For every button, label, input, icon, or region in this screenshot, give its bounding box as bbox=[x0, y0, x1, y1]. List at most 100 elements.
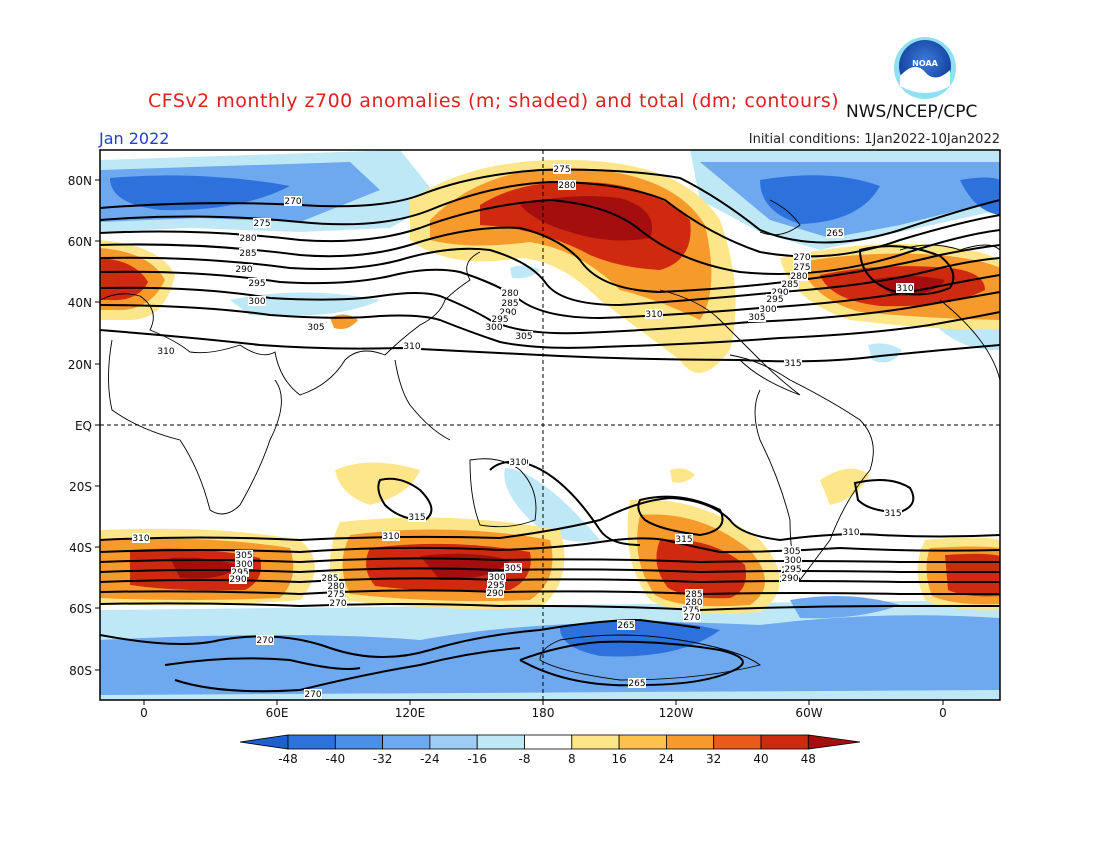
contour-label-text: 290 bbox=[499, 308, 516, 318]
contour-label-text: 310 bbox=[157, 347, 174, 357]
contour-label: 290 bbox=[486, 588, 504, 599]
lat-label: 60S bbox=[69, 602, 92, 616]
contour-label-text: 280 bbox=[685, 598, 702, 608]
contour-label-text: 295 bbox=[784, 565, 801, 575]
contour-label: 315 bbox=[408, 512, 426, 523]
contour-label-text: 300 bbox=[784, 556, 801, 566]
colorbar bbox=[239, 734, 861, 750]
lat-label: 40S bbox=[69, 541, 92, 555]
contour-label-text: 270 bbox=[793, 253, 810, 263]
contour-label: 270 bbox=[256, 635, 274, 646]
contour-label: 305 bbox=[783, 546, 801, 557]
contour-label-text: 305 bbox=[515, 332, 532, 342]
contour-label-text: 315 bbox=[784, 359, 801, 369]
lon-label: 60E bbox=[265, 706, 289, 720]
contour-label: 310 bbox=[842, 527, 860, 538]
contour-label: 305 bbox=[504, 563, 522, 574]
map-title: CFSv2 monthly z700 anomalies (m; shaded)… bbox=[148, 90, 840, 112]
contour-label-text: 300 bbox=[248, 297, 265, 307]
contour-label: 265 bbox=[617, 620, 635, 631]
contour-label-text: 280 bbox=[327, 582, 344, 592]
lon-label: 0 bbox=[140, 706, 148, 720]
contour-label-text: 300 bbox=[485, 323, 502, 333]
contour-label-text: 295 bbox=[231, 568, 248, 578]
contour-label-text: 315 bbox=[408, 513, 425, 523]
contour-label-text: 295 bbox=[491, 315, 508, 325]
contour-label: 300 bbox=[759, 304, 777, 315]
contour-label-text: 300 bbox=[759, 305, 776, 315]
contour-label: 280 bbox=[685, 597, 703, 608]
contour-label-text: 265 bbox=[826, 229, 843, 239]
colorbar-label: 8 bbox=[567, 752, 576, 766]
contour-label: 310 bbox=[403, 341, 421, 352]
contour-label: 270 bbox=[304, 689, 322, 700]
initial-conditions: Initial conditions: 1Jan2022-10Jan2022 bbox=[748, 132, 1000, 147]
contour-label-text: 275 bbox=[327, 590, 344, 600]
contour-label: 275 bbox=[793, 262, 811, 273]
contour-label: 295 bbox=[231, 567, 249, 578]
contour-label-text: 270 bbox=[284, 197, 301, 207]
contour-label: 305 bbox=[515, 331, 533, 342]
axis-ticks bbox=[95, 179, 944, 705]
contour-label-text: 280 bbox=[239, 234, 256, 244]
contour-label: 290 bbox=[771, 287, 789, 298]
contour-label: 265 bbox=[826, 228, 844, 239]
colorbar-segment bbox=[287, 734, 336, 750]
colorbar-segment bbox=[239, 734, 289, 750]
contour-label-text: 285 bbox=[781, 280, 798, 290]
contour-label: 275 bbox=[327, 589, 345, 600]
lon-label: 120W bbox=[658, 706, 694, 720]
lat-label: 80S bbox=[69, 664, 92, 678]
colorbar-label: -32 bbox=[372, 752, 393, 766]
contour-label: 275 bbox=[253, 218, 271, 229]
contour-label-text: 290 bbox=[235, 265, 252, 275]
contour-label: 300 bbox=[784, 555, 802, 566]
contour-label-text: 310 bbox=[403, 342, 420, 352]
contour-label: 280 bbox=[239, 233, 257, 244]
coastlines bbox=[100, 199, 1000, 681]
contour-label-text: 285 bbox=[501, 299, 518, 309]
contour-label: 310 bbox=[132, 533, 150, 544]
colorbar-segment bbox=[476, 734, 525, 750]
contour-label: 270 bbox=[683, 612, 701, 623]
contour-label: 310 bbox=[157, 346, 175, 357]
contour-label: 310 bbox=[896, 283, 914, 294]
contour-label-text: 295 bbox=[766, 295, 783, 305]
forecast-month: Jan 2022 bbox=[99, 129, 170, 148]
contour-label: 280 bbox=[501, 288, 519, 299]
colorbar-segment bbox=[524, 734, 573, 750]
lat-label: 20S bbox=[69, 480, 92, 494]
contour-label-text: 285 bbox=[321, 574, 338, 584]
contour-label-text: 315 bbox=[884, 509, 901, 519]
contour-label-text: 275 bbox=[682, 606, 699, 616]
contour-label-text: 265 bbox=[628, 679, 645, 689]
contour-label-text: 315 bbox=[675, 535, 692, 545]
lat-label: 80N bbox=[67, 174, 92, 188]
contour-label-text: 305 bbox=[504, 564, 521, 574]
colorbar-label: 48 bbox=[800, 752, 816, 766]
contour-label: 305 bbox=[748, 312, 766, 323]
lon-label: 0 bbox=[939, 706, 947, 720]
contour-label: 300 bbox=[235, 559, 253, 570]
contour-label: 300 bbox=[248, 296, 266, 307]
contour-label-text: 300 bbox=[488, 573, 505, 583]
contour-label-text: 265 bbox=[617, 621, 634, 631]
contour-label: 270 bbox=[793, 252, 811, 263]
contour-label-text: 310 bbox=[645, 310, 662, 320]
lon-label: 180 bbox=[531, 706, 555, 720]
contour-label: 305 bbox=[235, 550, 253, 561]
colorbar-label: 24 bbox=[658, 752, 675, 766]
noaa-logo: NOAA bbox=[894, 37, 956, 99]
colorbar-segment bbox=[760, 734, 809, 750]
colorbar-label: 16 bbox=[611, 752, 627, 766]
contour-label-text: 310 bbox=[842, 528, 859, 538]
lat-label: EQ bbox=[74, 419, 92, 433]
contour-label-text: 285 bbox=[685, 590, 702, 600]
contour-label: 295 bbox=[248, 278, 266, 289]
contour-label: 285 bbox=[781, 279, 799, 290]
colorbar-label: -48 bbox=[278, 752, 298, 766]
contour-label-text: 270 bbox=[256, 636, 273, 646]
lat-label: 40N bbox=[67, 296, 92, 310]
